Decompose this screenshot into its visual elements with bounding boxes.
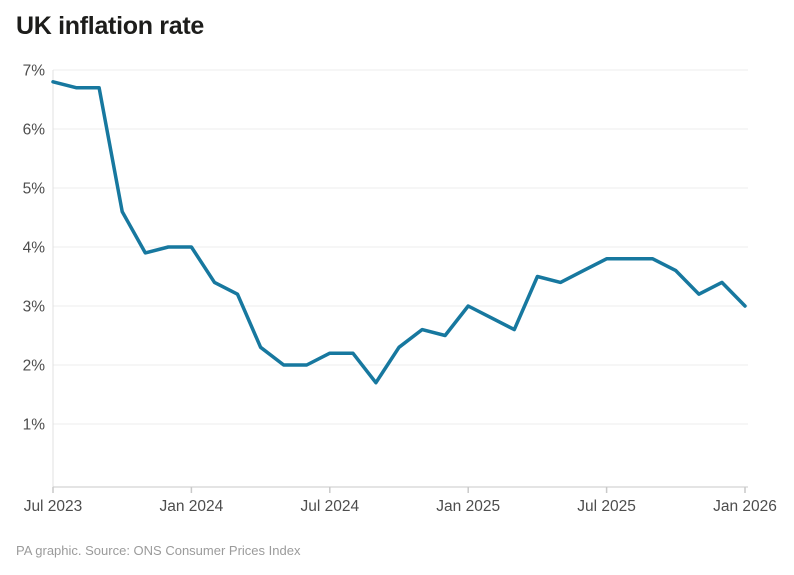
y-axis-label-1pct: 1% [23, 417, 46, 434]
x-axis-label: Jul 2024 [300, 498, 359, 515]
x-axis-label: Jan 2025 [436, 498, 500, 515]
x-axis-label: Jan 2026 [713, 498, 777, 515]
y-axis-label-7pct: 7% [23, 63, 46, 80]
inflation-rate-line-series [51, 80, 747, 385]
y-axis-label-5pct: 5% [23, 181, 46, 198]
y-axis-label-2pct: 2% [23, 358, 46, 375]
y-axis-label-6pct: 6% [23, 122, 46, 139]
x-axis-label: Jul 2023 [24, 498, 83, 515]
x-axis-label: Jul 2025 [577, 498, 636, 515]
chart-title: UK inflation rate [16, 12, 204, 40]
y-axis-label-3pct: 3% [23, 299, 46, 316]
source-attribution: PA graphic. Source: ONS Consumer Prices … [16, 543, 301, 558]
x-axis-label: Jan 2024 [160, 498, 224, 515]
y-axis-label-4pct: 4% [23, 240, 46, 257]
